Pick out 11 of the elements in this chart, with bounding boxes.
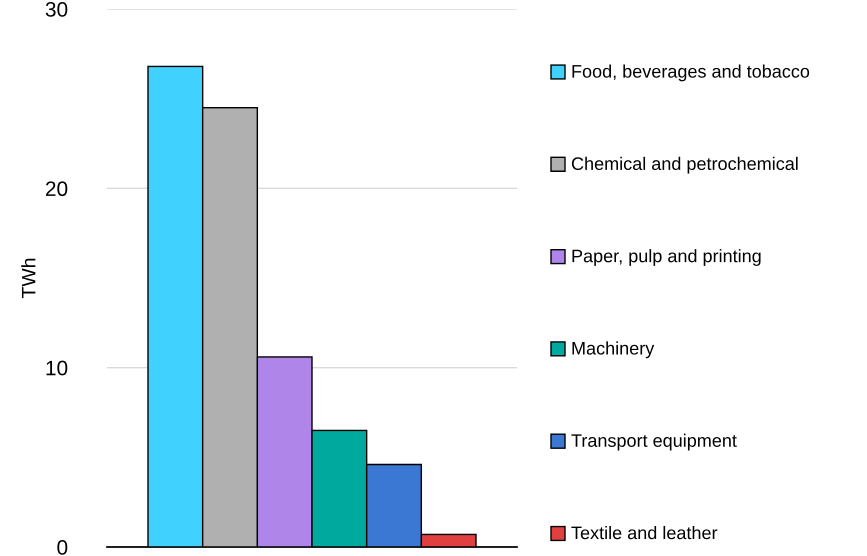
legend-label: Textile and leather [571,526,718,540]
legend-label: Machinery [572,341,654,358]
y-tick-label: 30 [46,2,68,17]
y-tick-label: 0 [57,540,68,555]
y-tick-label: 10 [46,360,68,376]
y-tick-label: 20 [46,181,68,196]
legend-label: Food, beverages and tobacco [572,64,810,82]
legend-label: Paper, pulp and printing [572,249,761,266]
y-axis-title: TWh [21,258,36,298]
legend-label: Chemical and petrochemical [572,156,798,174]
legend-label: Transport equipment [571,434,737,451]
